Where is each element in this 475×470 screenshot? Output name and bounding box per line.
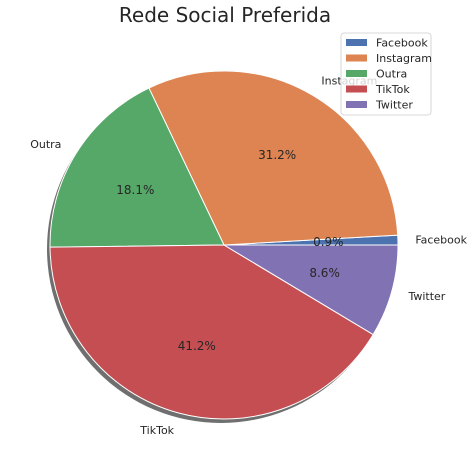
pie-slice-outra [49, 87, 225, 248]
pie-slices [49, 70, 399, 420]
slice-percent-twitter: 8.6% [309, 266, 340, 280]
slice-percent-tiktok: 41.2% [178, 339, 216, 353]
pie-slice-instagram [148, 70, 399, 246]
legend-label-facebook: Facebook [376, 37, 428, 50]
chart-title: Rede Social Preferida [119, 3, 331, 27]
legend-swatch-facebook [346, 39, 367, 46]
legend-label-tiktok: TikTok [375, 83, 410, 96]
slice-percent-instagram: 31.2% [258, 148, 296, 162]
slice-label-outra: Outra [30, 138, 61, 151]
slice-label-facebook: Facebook [415, 234, 467, 247]
legend-label-outra: Outra [376, 68, 407, 81]
legend-swatch-instagram [346, 54, 367, 62]
legend: Facebook Instagram Outra TikTok Twitter [340, 32, 432, 116]
legend-swatch-outra [346, 70, 367, 77]
legend-swatch-tiktok [346, 85, 367, 93]
legend-swatch-twitter [346, 101, 367, 108]
pie-slice-twitter [222, 244, 399, 336]
legend-label-twitter: Twitter [375, 99, 413, 112]
slice-label-tiktok: TikTok [139, 424, 174, 437]
pie-labels: Facebook0.9%Instagram31.2%Outra18.1%TikT… [30, 74, 467, 437]
slice-percent-facebook: 0.9% [313, 235, 344, 249]
legend-frame [340, 32, 432, 116]
slice-percent-outra: 18.1% [116, 183, 154, 197]
pie-slice-tiktok [49, 244, 374, 420]
legend-label-instagram: Instagram [376, 52, 432, 65]
slice-label-twitter: Twitter [407, 290, 445, 303]
